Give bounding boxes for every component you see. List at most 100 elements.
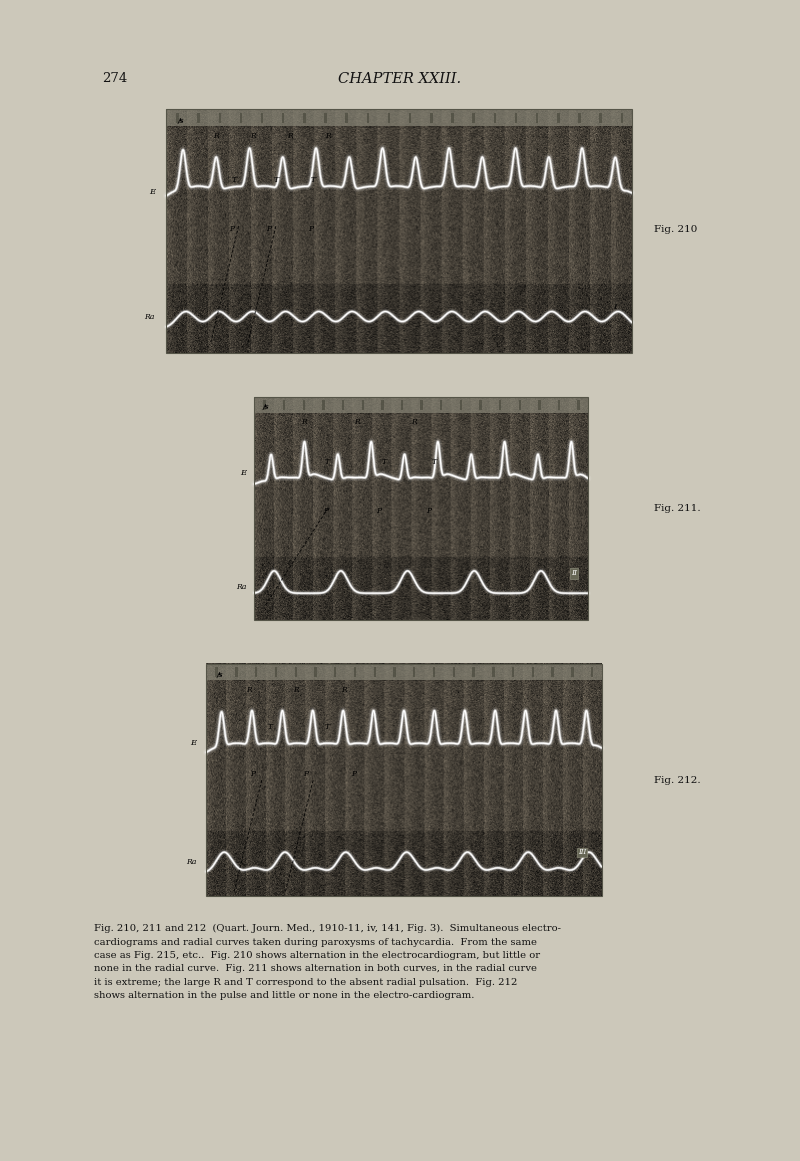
Text: P: P: [250, 770, 255, 778]
Text: R: R: [287, 132, 294, 140]
Text: /s: /s: [262, 403, 270, 411]
Bar: [538, 401, 541, 410]
Bar: [283, 401, 286, 410]
Text: Ra: Ra: [144, 312, 154, 320]
Bar: [440, 401, 442, 410]
Text: R: R: [325, 132, 330, 140]
Bar: [473, 113, 475, 123]
Bar: [274, 668, 277, 677]
Bar: [591, 668, 594, 677]
Text: P: P: [350, 770, 356, 778]
Bar: [532, 668, 534, 677]
Bar: [215, 668, 218, 677]
Bar: [240, 113, 242, 123]
Text: R: R: [294, 686, 299, 694]
Bar: [578, 113, 581, 123]
Bar: [314, 668, 317, 677]
Text: Ra: Ra: [236, 583, 246, 591]
Bar: [494, 113, 496, 123]
Text: shows alternation in the pulse and little or none in the electro-cardiogram.: shows alternation in the pulse and littl…: [94, 991, 474, 1000]
Bar: [198, 113, 200, 123]
Bar: [401, 401, 403, 410]
Text: T: T: [325, 457, 330, 466]
Bar: [303, 113, 306, 123]
Bar: [536, 113, 538, 123]
Text: it is extreme; the large R and T correspond to the absent radial pulsation.  Fig: it is extreme; the large R and T corresp…: [94, 978, 518, 987]
Bar: [433, 668, 435, 677]
Bar: [460, 401, 462, 410]
Bar: [558, 401, 560, 410]
Bar: [261, 113, 263, 123]
Bar: [342, 401, 344, 410]
Text: T: T: [381, 457, 386, 466]
Bar: [381, 401, 383, 410]
Text: R: R: [354, 418, 360, 426]
Bar: [206, 664, 602, 896]
Bar: [421, 401, 422, 410]
Text: R: R: [301, 418, 307, 426]
Text: Fig. 210, 211 and 212  (Quart. Journ. Med., 1910-11, iv, 141, Fig. 3).  Simultan: Fig. 210, 211 and 212 (Quart. Journ. Med…: [94, 924, 562, 933]
Text: P: P: [266, 225, 272, 233]
Text: T: T: [310, 176, 316, 185]
Text: P: P: [309, 225, 314, 233]
Bar: [394, 668, 396, 677]
Text: R: R: [341, 686, 346, 694]
Text: E: E: [190, 740, 197, 748]
Bar: [206, 664, 602, 680]
Text: P: P: [376, 507, 382, 515]
Bar: [235, 668, 238, 677]
Text: case as Fig. 215, etc..  Fig. 210 shows alternation in the electrocardiogram, bu: case as Fig. 215, etc.. Fig. 210 shows a…: [94, 951, 541, 960]
Bar: [334, 668, 337, 677]
Text: /s: /s: [178, 116, 185, 124]
Bar: [518, 401, 521, 410]
Text: /s: /s: [216, 671, 222, 679]
Bar: [324, 113, 326, 123]
Text: R: R: [411, 418, 417, 426]
Text: T: T: [231, 176, 237, 185]
Text: T: T: [274, 176, 278, 185]
Text: T: T: [268, 723, 273, 731]
Text: Fig. 212.: Fig. 212.: [654, 776, 701, 785]
Text: R: R: [246, 686, 252, 694]
Bar: [451, 113, 454, 123]
Bar: [346, 113, 348, 123]
Text: 274: 274: [102, 72, 128, 86]
Bar: [571, 668, 574, 677]
Bar: [515, 113, 517, 123]
Text: R: R: [250, 132, 256, 140]
Bar: [354, 668, 356, 677]
Text: T: T: [325, 723, 330, 731]
Text: T: T: [431, 457, 436, 466]
Bar: [166, 109, 632, 353]
Text: none in the radial curve.  Fig. 211 shows alternation in both curves, in the rad: none in the radial curve. Fig. 211 shows…: [94, 964, 538, 973]
Text: Ra: Ra: [186, 858, 197, 866]
Text: P: P: [230, 225, 234, 233]
Text: P: P: [426, 507, 431, 515]
Bar: [492, 668, 494, 677]
Bar: [294, 668, 297, 677]
Text: CHAPTER XXIII.: CHAPTER XXIII.: [338, 72, 462, 86]
Bar: [322, 401, 325, 410]
Text: II: II: [571, 569, 578, 577]
Bar: [430, 113, 433, 123]
Text: P: P: [303, 770, 308, 778]
Text: E: E: [240, 469, 246, 477]
Bar: [453, 668, 455, 677]
Text: Fig. 211.: Fig. 211.: [654, 504, 701, 513]
Bar: [254, 397, 588, 620]
Bar: [254, 397, 588, 412]
Text: cardiograms and radial curves taken during paroxysms of tachycardia.  From the s: cardiograms and radial curves taken duri…: [94, 938, 538, 946]
Bar: [557, 113, 559, 123]
Bar: [218, 113, 221, 123]
Bar: [176, 113, 178, 123]
Text: R: R: [213, 132, 218, 140]
Bar: [409, 113, 411, 123]
Bar: [472, 668, 474, 677]
Bar: [388, 113, 390, 123]
Bar: [599, 113, 602, 123]
Bar: [479, 401, 482, 410]
Bar: [512, 668, 514, 677]
Bar: [166, 109, 632, 127]
Bar: [551, 668, 554, 677]
Bar: [499, 401, 502, 410]
